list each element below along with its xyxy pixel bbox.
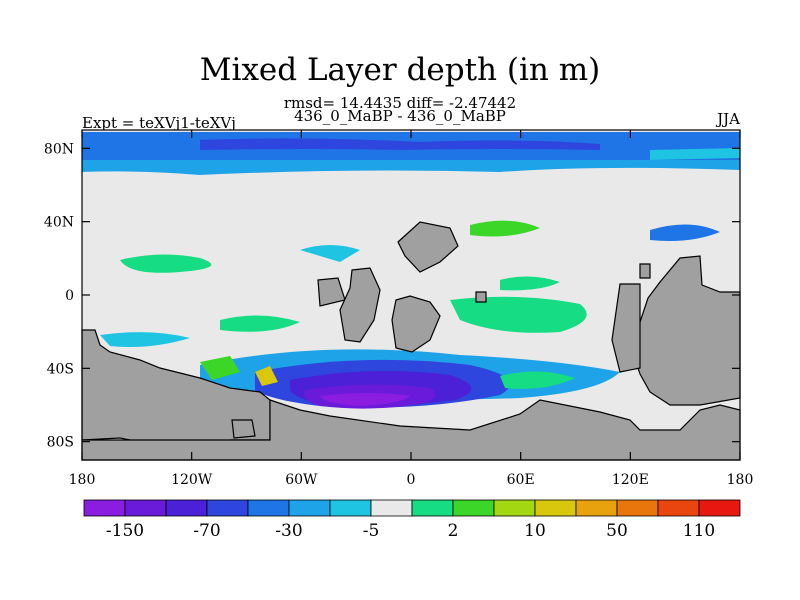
y-tick-label: 40S [47, 361, 74, 377]
x-tick-label: 60W [285, 472, 318, 488]
y-tick-label: 40N [44, 215, 74, 231]
y-tick-label: 0 [65, 288, 74, 304]
so-yellow-patch [255, 366, 278, 386]
colorbar-swatch [575, 499, 618, 517]
arctic-band-core [200, 138, 600, 150]
x-tick-label: 60E [507, 472, 535, 488]
x-tick-label: 180 [727, 472, 754, 488]
x-tick-label: 0 [407, 472, 416, 488]
chart-stats: rmsd= 14.4435 diff= -2.47442 [283, 94, 517, 112]
land-australia-pacific [631, 255, 741, 406]
colorbar-swatch [411, 499, 454, 517]
blob-npac [120, 254, 212, 273]
y-tick-label: 80N [44, 141, 74, 157]
colorbar-swatch [124, 499, 167, 517]
season-label: JJA [717, 110, 740, 128]
colorbar-label: -150 [106, 521, 144, 541]
colorbar-labels: -150 -70 -30 -5 2 10 50 110 [106, 521, 715, 541]
blob-npac-east [650, 224, 720, 241]
blob-natl-west [300, 245, 360, 262]
land-japan [639, 263, 651, 279]
x-tick-label: 120E [612, 472, 649, 488]
x-axis: 180 120W 60W 0 60E 120E 180 [69, 130, 754, 488]
arctic-patch [650, 148, 740, 160]
chart-title: Mixed Layer depth (in m) [199, 52, 601, 88]
y-axis: 80N 40N 0 40S 80S [44, 141, 740, 451]
arctic-band-shallow [82, 160, 740, 175]
colorbar-label: 50 [606, 521, 628, 541]
experiment-label: Expt = teXVj1-teXVj [82, 114, 236, 132]
x-tick-label: 180 [69, 472, 96, 488]
land-africa [391, 295, 441, 353]
land-mask [81, 221, 741, 461]
colorbar-label: 2 [448, 521, 459, 541]
colorbar-label: 110 [683, 521, 715, 541]
colorbar-swatch [657, 499, 700, 517]
colorbar-swatch [206, 499, 249, 517]
colorbar-swatch [698, 499, 741, 517]
colorbar-swatch [616, 499, 659, 517]
colorbar-swatch [247, 499, 290, 517]
colorbar-swatch [329, 499, 372, 517]
colorbar-swatch [493, 499, 536, 517]
colorbar-label: -5 [363, 521, 380, 541]
land-small-island [475, 291, 487, 303]
blob-spac [100, 332, 190, 347]
blob-trop-pac [220, 315, 300, 332]
land-south-america-tip [231, 419, 256, 439]
land-south-america-north [339, 267, 381, 343]
colorbar-swatch [83, 499, 126, 517]
colorbar-swatch [288, 499, 331, 517]
colorbar-label: -70 [193, 521, 220, 541]
colorbar-swatch [370, 499, 413, 517]
colorbar-label: 10 [524, 521, 546, 541]
x-tick-label: 120W [171, 472, 213, 488]
chart-runs: 436_0_MaBP - 436_0_MaBP [294, 107, 506, 125]
blob-eq-atl [500, 276, 560, 291]
blob-natl [470, 220, 540, 237]
colorbar-label: -30 [275, 521, 302, 541]
blob-indian [450, 296, 587, 333]
so-yellowgreen [200, 356, 240, 380]
colorbar [83, 499, 741, 517]
land-europe [397, 221, 459, 273]
y-tick-label: 80S [47, 435, 74, 451]
colorbar-swatch [165, 499, 208, 517]
so-max [320, 393, 410, 406]
colorbar-swatch [452, 499, 495, 517]
colorbar-swatch [534, 499, 577, 517]
land-sea-islands [611, 283, 641, 373]
so-east-green [500, 371, 575, 389]
